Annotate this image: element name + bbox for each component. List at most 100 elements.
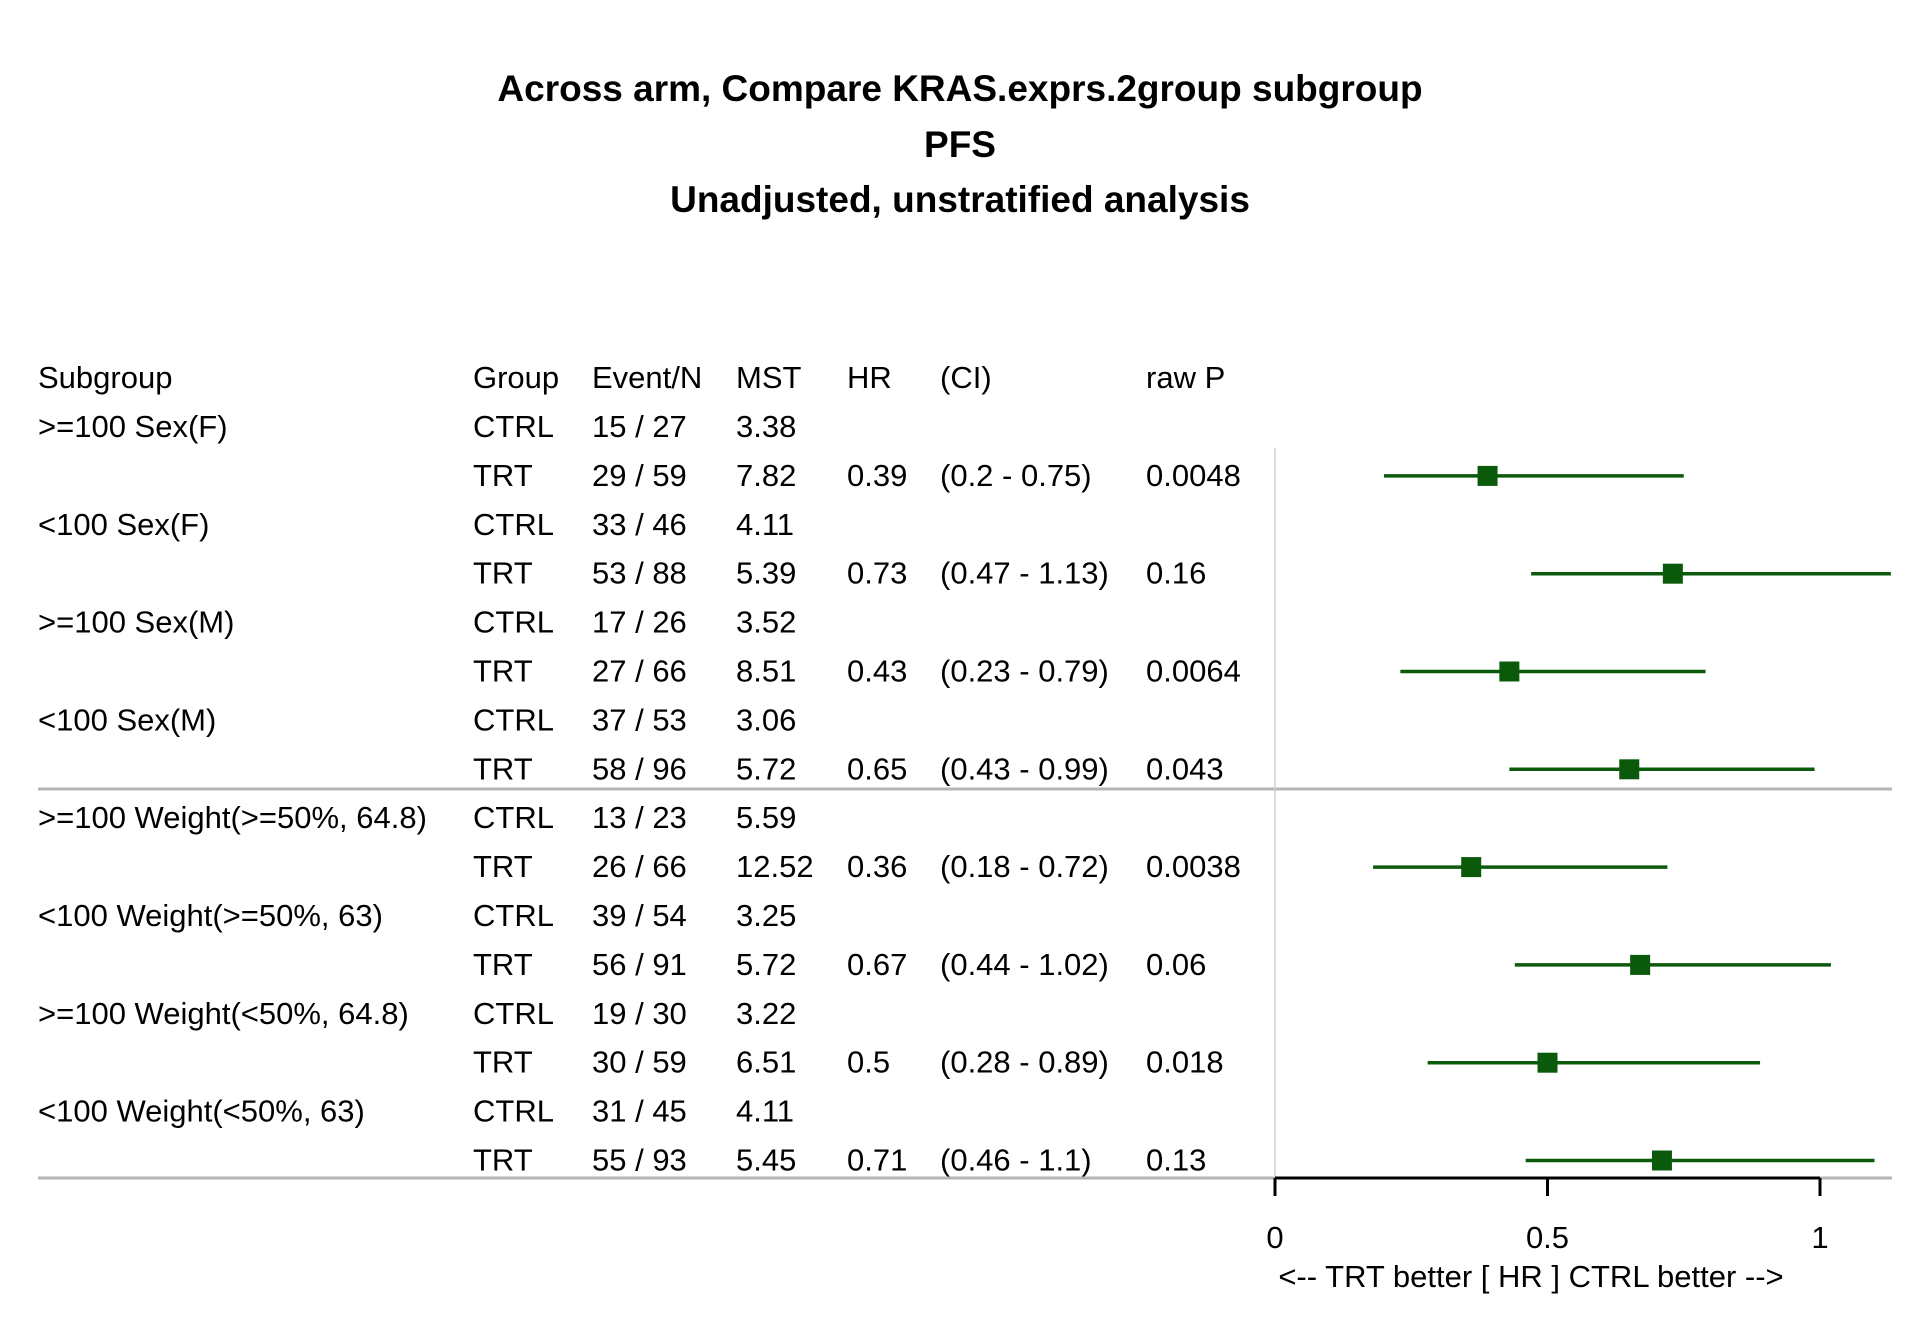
hr-point-marker bbox=[1499, 661, 1520, 682]
cell-group: TRT bbox=[473, 654, 533, 689]
cell-ci: (0.28 - 0.89) bbox=[940, 1045, 1109, 1080]
cell-mst: 3.22 bbox=[736, 996, 796, 1031]
column-header-ci: (CI) bbox=[940, 360, 992, 395]
cell-mst: 5.72 bbox=[736, 947, 796, 982]
x-tick-label: 0 bbox=[1266, 1220, 1283, 1255]
cell-group: CTRL bbox=[473, 996, 554, 1031]
cell-event-n: 56 / 91 bbox=[592, 947, 687, 982]
cell-event-n: 37 / 53 bbox=[592, 702, 687, 737]
cell-raw-p: 0.0064 bbox=[1146, 654, 1241, 689]
cell-group: CTRL bbox=[473, 409, 554, 444]
cell-raw-p: 0.06 bbox=[1146, 947, 1206, 982]
column-header-mst: MST bbox=[736, 360, 802, 395]
cell-event-n: 29 / 59 bbox=[592, 458, 687, 493]
cell-ci: (0.18 - 0.72) bbox=[940, 849, 1109, 884]
cell-subgroup: >=100 Sex(M) bbox=[38, 605, 234, 640]
cell-group: TRT bbox=[473, 458, 533, 493]
cell-subgroup: >=100 Sex(F) bbox=[38, 409, 228, 444]
cell-mst: 12.52 bbox=[736, 849, 814, 884]
cell-subgroup: <100 Weight(<50%, 63) bbox=[38, 1094, 365, 1129]
cell-group: TRT bbox=[473, 1045, 533, 1080]
chart-subtitle-analysis: Unadjusted, unstratified analysis bbox=[670, 179, 1250, 220]
cell-event-n: 55 / 93 bbox=[592, 1143, 687, 1178]
cell-event-n: 30 / 59 bbox=[592, 1045, 687, 1080]
cell-hr: 0.67 bbox=[847, 947, 907, 982]
cell-hr: 0.5 bbox=[847, 1045, 890, 1080]
cell-mst: 5.72 bbox=[736, 751, 796, 786]
cell-hr: 0.73 bbox=[847, 556, 907, 591]
cell-raw-p: 0.0048 bbox=[1146, 458, 1241, 493]
x-tick-label: 0.5 bbox=[1526, 1220, 1569, 1255]
hr-point-marker bbox=[1662, 563, 1683, 584]
cell-mst: 3.52 bbox=[736, 605, 796, 640]
cell-group: CTRL bbox=[473, 702, 554, 737]
cell-subgroup: >=100 Weight(>=50%, 64.8) bbox=[38, 800, 427, 835]
cell-ci: (0.46 - 1.1) bbox=[940, 1143, 1092, 1178]
cell-group: TRT bbox=[473, 849, 533, 884]
cell-ci: (0.2 - 0.75) bbox=[940, 458, 1092, 493]
cell-mst: 3.38 bbox=[736, 409, 796, 444]
cell-mst: 5.59 bbox=[736, 800, 796, 835]
cell-raw-p: 0.13 bbox=[1146, 1143, 1206, 1178]
column-header-group: Group bbox=[473, 360, 559, 395]
cell-mst: 8.51 bbox=[736, 654, 796, 689]
cell-ci: (0.43 - 0.99) bbox=[940, 751, 1109, 786]
cell-event-n: 39 / 54 bbox=[592, 898, 687, 933]
cell-mst: 5.39 bbox=[736, 556, 796, 591]
cell-subgroup: <100 Weight(>=50%, 63) bbox=[38, 898, 383, 933]
cell-event-n: 15 / 27 bbox=[592, 409, 687, 444]
cell-mst: 4.11 bbox=[736, 1094, 794, 1129]
results-table: Subgroup Group Event/N MST HR (CI) raw P >=100 … bbox=[38, 360, 1241, 1178]
cell-subgroup: <100 Sex(F) bbox=[38, 507, 209, 542]
cell-event-n: 13 / 23 bbox=[592, 800, 687, 835]
column-header-hr: HR bbox=[847, 360, 892, 395]
cell-group: TRT bbox=[473, 1143, 533, 1178]
cell-event-n: 33 / 46 bbox=[592, 507, 687, 542]
cell-event-n: 27 / 66 bbox=[592, 654, 687, 689]
column-header-subgroup: Subgroup bbox=[38, 360, 172, 395]
x-tick-label: 1 bbox=[1811, 1220, 1828, 1255]
hr-point-marker bbox=[1477, 465, 1498, 486]
hr-point-marker bbox=[1630, 954, 1651, 975]
cell-subgroup: <100 Sex(M) bbox=[38, 702, 216, 737]
cell-ci: (0.23 - 0.79) bbox=[940, 654, 1109, 689]
cell-event-n: 26 / 66 bbox=[592, 849, 687, 884]
cell-event-n: 17 / 26 bbox=[592, 605, 687, 640]
chart-title: Across arm, Compare KRAS.exprs.2group su… bbox=[497, 68, 1423, 109]
cell-raw-p: 0.043 bbox=[1146, 751, 1224, 786]
cell-group: CTRL bbox=[473, 1094, 554, 1129]
cell-subgroup: >=100 Weight(<50%, 64.8) bbox=[38, 996, 409, 1031]
cell-hr: 0.43 bbox=[847, 654, 907, 689]
x-axis-label: <-- TRT better [ HR ] CTRL better --> bbox=[1278, 1259, 1783, 1294]
cell-group: TRT bbox=[473, 556, 533, 591]
cell-ci: (0.47 - 1.13) bbox=[940, 556, 1109, 591]
cell-hr: 0.65 bbox=[847, 751, 907, 786]
cell-event-n: 19 / 30 bbox=[592, 996, 687, 1031]
cell-group: CTRL bbox=[473, 898, 554, 933]
cell-event-n: 58 / 96 bbox=[592, 751, 687, 786]
column-header-event-n: Event/N bbox=[592, 360, 702, 395]
cell-event-n: 31 / 45 bbox=[592, 1094, 687, 1129]
cell-group: TRT bbox=[473, 947, 533, 982]
cell-group: CTRL bbox=[473, 800, 554, 835]
cell-raw-p: 0.16 bbox=[1146, 556, 1206, 591]
cell-group: TRT bbox=[473, 751, 533, 786]
cell-raw-p: 0.018 bbox=[1146, 1045, 1224, 1080]
cell-mst: 7.82 bbox=[736, 458, 796, 493]
cell-event-n: 53 / 88 bbox=[592, 556, 687, 591]
hr-point-marker bbox=[1461, 857, 1482, 878]
cell-hr: 0.71 bbox=[847, 1143, 907, 1178]
hr-point-marker bbox=[1537, 1052, 1558, 1073]
chart-subtitle-endpoint: PFS bbox=[924, 124, 996, 165]
hr-point-marker bbox=[1619, 759, 1640, 780]
cell-group: CTRL bbox=[473, 605, 554, 640]
hr-point-marker bbox=[1651, 1150, 1672, 1171]
plot-area: 0 0.5 1 <-- TRT better [ HR ] CTRL better -… bbox=[38, 448, 1892, 1294]
cell-hr: 0.39 bbox=[847, 458, 907, 493]
column-header-raw-p: raw P bbox=[1146, 360, 1225, 395]
cell-mst: 3.06 bbox=[736, 702, 796, 737]
cell-raw-p: 0.0038 bbox=[1146, 849, 1241, 884]
cell-ci: (0.44 - 1.02) bbox=[940, 947, 1109, 982]
cell-mst: 3.25 bbox=[736, 898, 796, 933]
